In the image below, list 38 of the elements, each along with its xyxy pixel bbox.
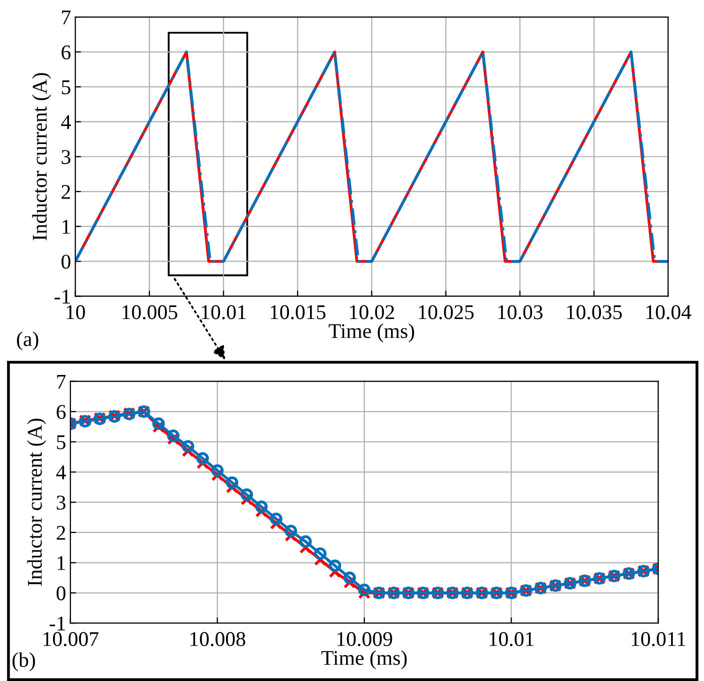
x-tick-label: 10.005	[122, 305, 178, 320]
y-tick-label: 0	[56, 586, 66, 600]
y-axis-title: Inductor current (A)	[27, 418, 46, 586]
y-tick-label: 7	[62, 10, 71, 24]
y-tick-label: 4	[56, 466, 66, 480]
x-tick-label: 10.01	[490, 632, 534, 646]
y-tick-label: -1	[54, 290, 70, 304]
x-tick-label: 10.015	[270, 305, 326, 320]
x-tick-label: 10.04	[646, 305, 692, 320]
y-tick-label: -1	[50, 616, 65, 630]
x-axis-title: Time (ms)	[328, 323, 414, 342]
y-tick-label: 5	[62, 80, 70, 94]
y-tick-label: 3	[56, 496, 66, 510]
x-tick-label: 10.025	[418, 305, 474, 320]
text: (b)	[12, 652, 35, 672]
y-tick-label: 2	[56, 526, 66, 540]
x-tick-label: 10.03	[498, 305, 543, 320]
y-tick-label: 7	[57, 374, 66, 389]
y-tick-label: 4	[61, 115, 71, 129]
x-tick-label: 10	[66, 305, 85, 320]
y-tick-label: 0	[62, 254, 70, 269]
y-tick-label: 6	[62, 45, 71, 60]
x-tick-label: 10.035	[567, 305, 622, 320]
y-tick-label: 3	[62, 150, 70, 164]
x-tick-label: 10.011	[632, 632, 686, 646]
x-tick-label: 10.007	[44, 632, 98, 646]
y-tick-label: 1	[62, 220, 70, 234]
text: (a)	[16, 331, 38, 350]
x-tick-label: 10.009	[338, 632, 392, 646]
y-tick-label: 1	[58, 556, 65, 570]
x-tick-label: 10.01	[202, 305, 246, 320]
x-axis-title: Time (ms)	[321, 650, 407, 670]
y-tick-label: 5	[57, 435, 66, 450]
x-tick-label: 10.008	[190, 632, 246, 646]
y-axis-title: Inductor current (A)	[32, 73, 52, 240]
y-tick-label: 2	[62, 184, 70, 199]
x-tick-label: 10.02	[350, 305, 394, 320]
y-tick-label: 6	[56, 405, 66, 420]
